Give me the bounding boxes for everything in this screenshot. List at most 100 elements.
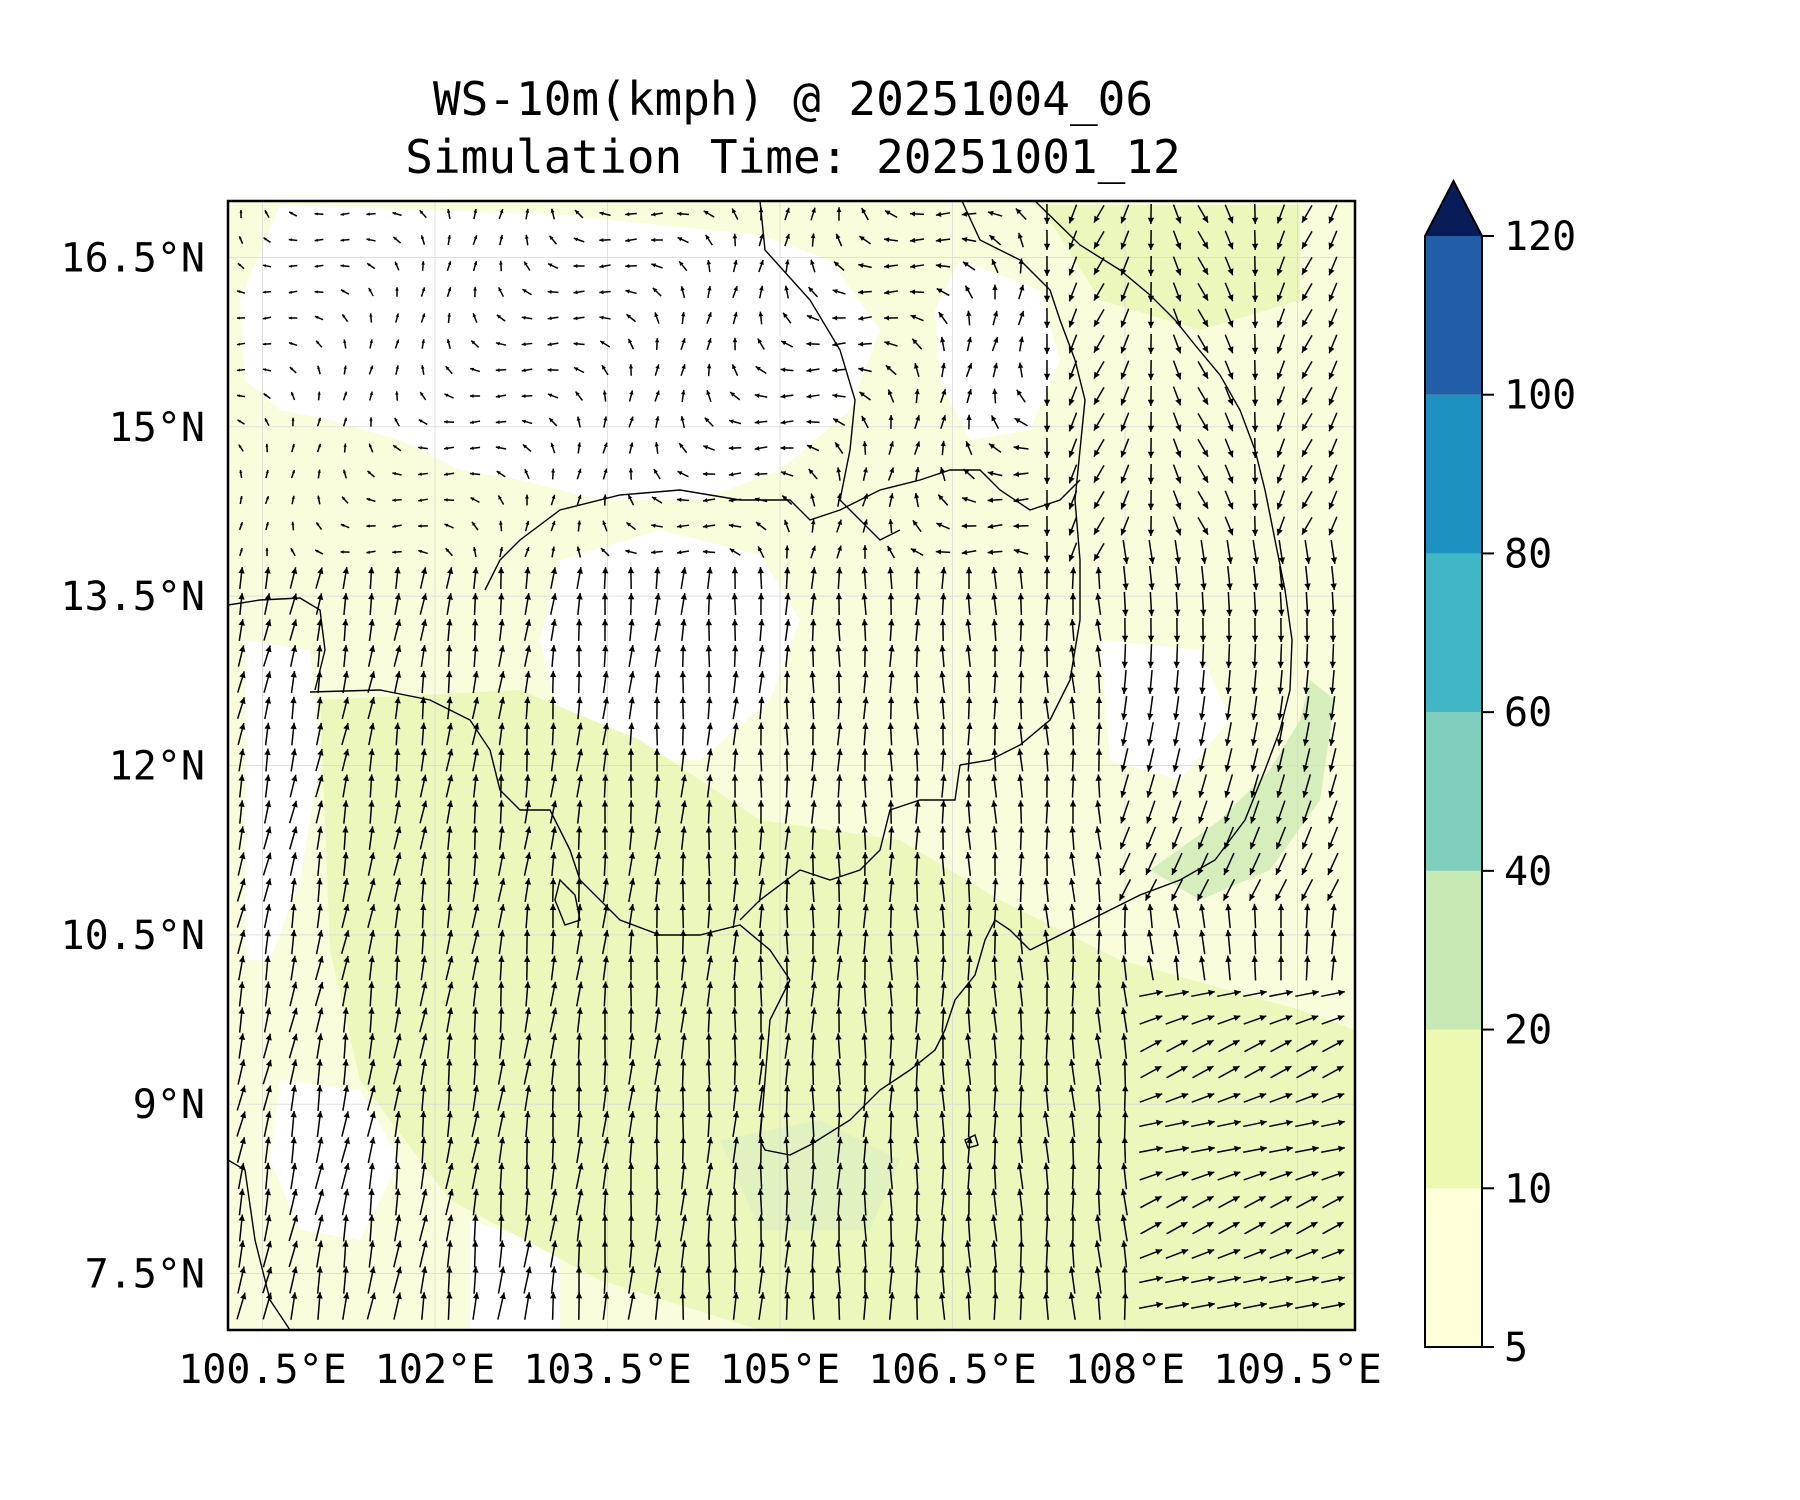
wind-arrow xyxy=(419,391,427,401)
wind-arrow xyxy=(731,1240,738,1268)
wind-arrow xyxy=(1094,826,1102,850)
wind-arrow xyxy=(1327,826,1339,850)
wind-arrow xyxy=(754,419,768,425)
wind-arrow xyxy=(940,1188,947,1216)
wind-arrow xyxy=(680,593,687,615)
colorbar-segment xyxy=(1425,1188,1482,1347)
wind-arrow xyxy=(1043,411,1051,433)
wind-arrow xyxy=(601,1007,609,1033)
wind-arrow xyxy=(288,1033,298,1059)
wind-arrow xyxy=(939,1136,947,1164)
wind-arrow xyxy=(992,696,999,720)
wind-arrow xyxy=(317,495,321,505)
wind-arrow xyxy=(238,748,246,772)
wind-arrow xyxy=(238,800,245,824)
wind-arrow xyxy=(810,1033,817,1059)
wind-arrow xyxy=(810,545,816,559)
wind-arrow xyxy=(1068,438,1078,458)
wind-arrow xyxy=(263,1007,272,1033)
wind-arrow xyxy=(446,800,454,824)
wind-arrow xyxy=(784,207,790,221)
wind-arrow xyxy=(343,339,347,349)
wind-arrow xyxy=(1251,955,1258,981)
wind-arrow xyxy=(262,342,272,346)
wind-arrow xyxy=(1225,903,1232,929)
wind-arrow xyxy=(524,670,531,694)
wind-arrow xyxy=(938,311,948,325)
wind-arrow xyxy=(1095,566,1102,590)
wind-arrow xyxy=(1328,334,1338,354)
wind-arrow xyxy=(1147,255,1155,277)
wind-arrow xyxy=(1093,490,1105,510)
wind-arrow xyxy=(913,722,920,746)
wind-arrow xyxy=(784,566,791,590)
wind-arrow xyxy=(1094,1266,1102,1294)
wind-arrow xyxy=(315,1007,324,1033)
wind-arrow xyxy=(858,263,872,269)
wind-arrow xyxy=(446,644,453,668)
wind-arrow xyxy=(862,929,869,955)
wind-arrow xyxy=(265,547,269,557)
wind-arrow xyxy=(1224,334,1234,354)
wind-arrow xyxy=(1224,516,1234,536)
wind-arrow xyxy=(862,903,869,929)
wind-arrow xyxy=(1301,852,1313,876)
wind-arrow xyxy=(784,545,790,559)
wind-arrow xyxy=(525,208,530,220)
wind-arrow xyxy=(576,592,583,616)
wind-arrow xyxy=(499,546,504,558)
wind-arrow xyxy=(601,1111,610,1137)
wind-arrow xyxy=(1244,1065,1266,1079)
wind-arrow xyxy=(599,315,611,320)
wind-arrow xyxy=(783,929,790,955)
wind-arrow xyxy=(524,1292,532,1320)
wind-arrow xyxy=(1043,437,1051,459)
wind-arrow xyxy=(420,903,427,929)
wind-arrow xyxy=(1224,800,1234,824)
wind-arrow xyxy=(1095,800,1102,824)
wind-arrow xyxy=(237,1059,246,1085)
wind-arrow xyxy=(1043,203,1051,225)
wind-arrow xyxy=(705,1033,713,1059)
wind-arrow xyxy=(835,1007,843,1033)
wind-arrow xyxy=(340,212,350,216)
wind-arrow xyxy=(1146,800,1156,824)
wind-arrow xyxy=(1301,826,1313,850)
wind-arrow xyxy=(1013,497,1029,504)
wind-arrow xyxy=(706,929,713,955)
wind-arrow xyxy=(392,1266,403,1294)
wind-arrow xyxy=(393,852,402,876)
wind-arrow xyxy=(991,1033,998,1059)
wind-arrow xyxy=(706,1007,713,1033)
wind-arrow xyxy=(1069,1007,1077,1033)
wind-arrow xyxy=(1018,284,1025,300)
wind-arrow xyxy=(939,618,947,642)
wind-arrow xyxy=(911,338,923,350)
wind-arrow xyxy=(1217,1301,1241,1309)
wind-arrow xyxy=(1217,1015,1241,1025)
wind-arrow xyxy=(836,545,842,559)
wind-arrow xyxy=(939,670,946,694)
wind-arrow xyxy=(888,644,895,668)
wind-arrow xyxy=(523,826,532,850)
wind-arrow xyxy=(653,955,661,981)
wind-arrow xyxy=(966,310,972,326)
wind-arrow xyxy=(498,1033,505,1059)
wind-arrow xyxy=(676,550,690,555)
wind-arrow xyxy=(858,341,872,347)
wind-arrow xyxy=(472,1188,480,1216)
wind-arrow xyxy=(497,670,506,694)
wind-arrow xyxy=(1017,362,1024,378)
wind-arrow xyxy=(732,1136,740,1164)
wind-arrow xyxy=(237,419,245,425)
wind-arrow xyxy=(992,284,998,300)
wind-arrow xyxy=(627,955,635,981)
wind-arrow xyxy=(1173,696,1180,720)
wind-arrow xyxy=(758,852,765,876)
wind-arrow xyxy=(625,549,637,555)
wind-arrow xyxy=(1251,333,1259,355)
wind-arrow xyxy=(1017,1188,1024,1216)
wind-arrow xyxy=(1069,1136,1076,1164)
wind-arrow xyxy=(1172,386,1182,406)
wind-arrow xyxy=(1095,877,1102,903)
